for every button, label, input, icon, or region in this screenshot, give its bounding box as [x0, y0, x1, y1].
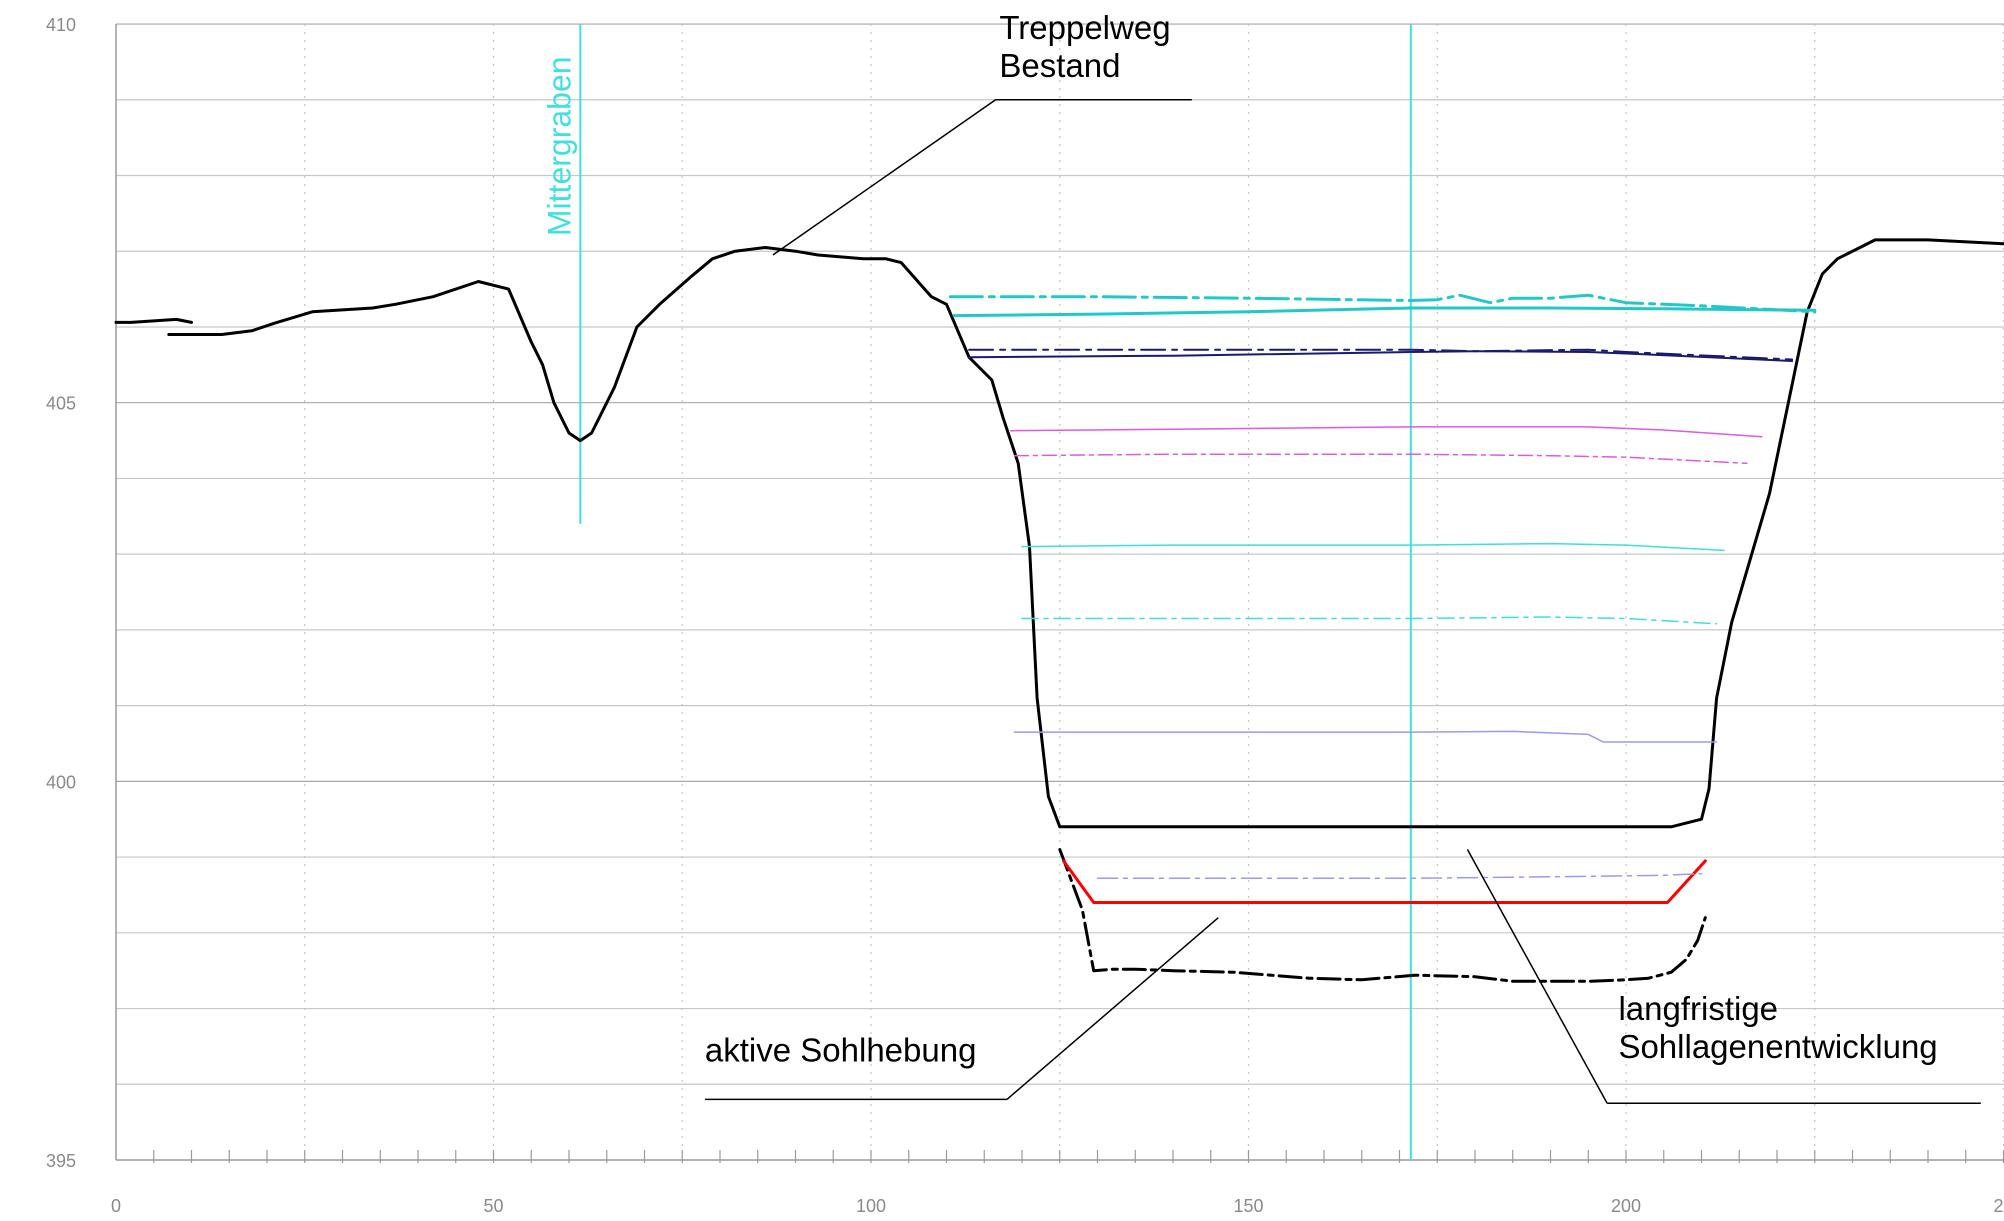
vertical-marker-label: Mittergraben: [541, 56, 577, 236]
series-line: [968, 350, 1794, 362]
series-line: [114, 317, 193, 324]
series-line: [968, 348, 1794, 361]
series-line: [1058, 848, 1707, 983]
ticks: 0 50 100 150 200 25 395 400 405 410: [46, 15, 2004, 1216]
series-line: [167, 238, 2004, 829]
annotation-leader: [1006, 917, 1219, 1100]
series-line: [948, 293, 1817, 314]
y-tick-label: 410: [46, 15, 76, 35]
x-tick-label: 200: [1611, 1196, 1641, 1216]
annotation-text: Treppelweg: [999, 9, 1170, 46]
x-tick-label: 0: [111, 1196, 121, 1216]
series-line: [1021, 616, 1718, 625]
series-line: [1013, 730, 1718, 743]
x-tick-label: 150: [1233, 1196, 1263, 1216]
annotation-text: aktive Sohlhebung: [705, 1032, 977, 1069]
series-group: [114, 238, 2004, 983]
annotation-leader: [1466, 849, 1608, 1104]
vertical-markers: Mittergraben: [541, 24, 1412, 1160]
series-line: [1021, 542, 1725, 552]
y-tick-label: 405: [46, 394, 76, 414]
series-line: [1009, 426, 1763, 438]
y-tick-label: 400: [46, 772, 76, 792]
series-line: [952, 306, 1817, 318]
series-line: [1096, 872, 1703, 880]
x-tick-label: 25: [1993, 1196, 2004, 1216]
series-line: [1062, 859, 1707, 904]
x-tick-label: 100: [856, 1196, 886, 1216]
x-tick-label: 50: [483, 1196, 503, 1216]
y-tick-label: 395: [46, 1151, 76, 1171]
annotation-text: langfristige: [1618, 990, 1778, 1027]
annotation-text: Sohllagenentwicklung: [1618, 1028, 1937, 1065]
annotation-leader: [772, 99, 997, 256]
annotation-text: Bestand: [999, 47, 1120, 84]
series-line: [1013, 453, 1748, 465]
